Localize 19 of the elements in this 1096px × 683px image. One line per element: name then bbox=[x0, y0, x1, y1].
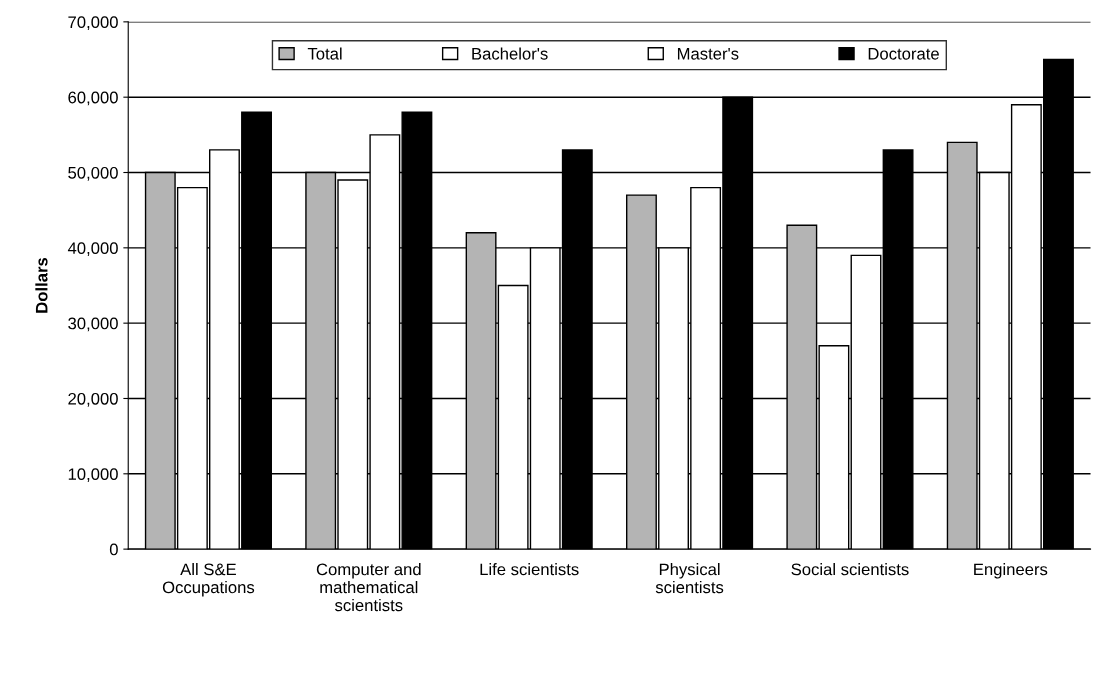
y-tick-label: 70,000 bbox=[68, 16, 118, 31]
y-tick-label: 10,000 bbox=[68, 468, 118, 482]
x-tick-label: Physical scientists bbox=[655, 563, 724, 594]
x-tick-label: Engineers bbox=[974, 563, 1048, 579]
legend-label: Master's bbox=[677, 48, 739, 60]
x-tick-label: Social scientists bbox=[791, 563, 909, 576]
y-tick-label: 20,000 bbox=[68, 392, 118, 407]
legend-label: Doctorate bbox=[868, 48, 939, 60]
y-tick-label: 0 bbox=[109, 543, 118, 556]
legend-label: Bachelor's bbox=[472, 47, 548, 60]
y-tick-label: 30,000 bbox=[68, 317, 118, 332]
y-tick-label: 60,000 bbox=[68, 91, 118, 106]
x-tick-label: Computer and mathematical scientists bbox=[316, 563, 421, 612]
x-tick-label: Life scientists bbox=[480, 563, 579, 576]
legend-label: Total bbox=[307, 47, 342, 60]
y-axis-title: Dollars bbox=[35, 257, 48, 313]
x-tick-label: All S&E Occupations bbox=[162, 563, 255, 597]
y-tick-label: 40,000 bbox=[67, 242, 118, 256]
y-tick-label: 50,000 bbox=[68, 166, 118, 181]
